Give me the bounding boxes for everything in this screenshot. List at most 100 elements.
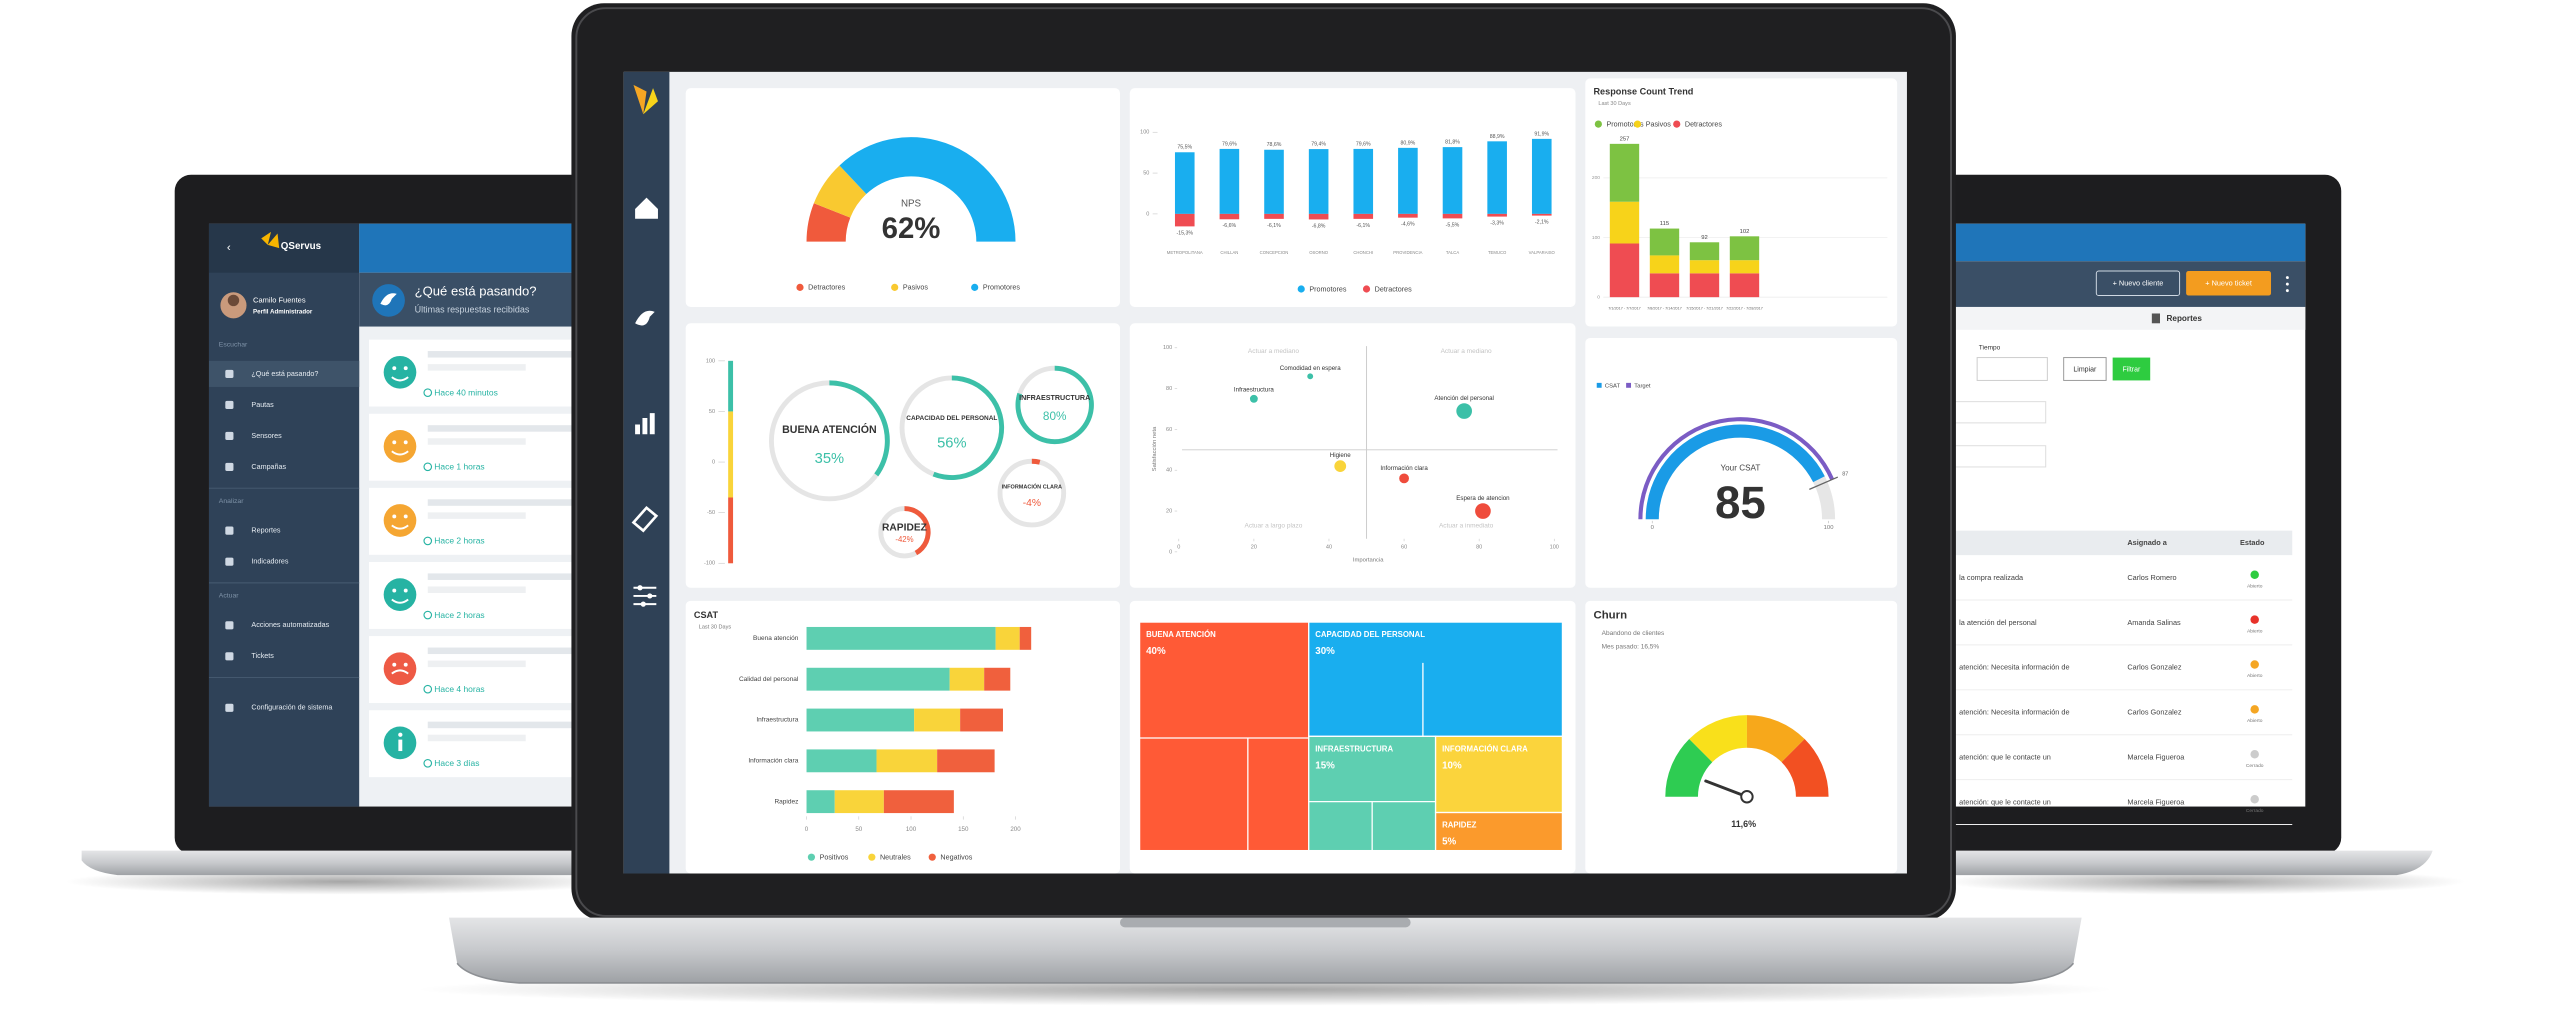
menu-dot[interactable] [2285, 289, 2289, 293]
cell: atención: que le contacte un [1959, 797, 2051, 806]
x-tick-label: 80 [1476, 544, 1482, 550]
point-label: Infraestructura [1234, 387, 1274, 394]
chart-subtitle: Last 30 Days [1598, 101, 1631, 107]
menu-icon [225, 400, 234, 409]
x-tick-label: 0 [805, 826, 809, 833]
menu-item[interactable]: Pautas [251, 401, 274, 409]
y-tick-label: Información clara [748, 758, 798, 765]
ticket-icon[interactable] [631, 505, 659, 533]
placeholder [427, 351, 575, 358]
mood-eye [403, 662, 408, 667]
ring-value: 80% [1043, 410, 1067, 423]
bar [1353, 148, 1374, 214]
x-tick-label: 0 [1177, 544, 1180, 550]
feed-time: Hace 40 minutos [434, 387, 498, 397]
status-label: Abierto [2247, 628, 2263, 634]
point-label: Espera de atencion [1456, 495, 1510, 502]
value-label: 78,6% [1267, 142, 1282, 148]
point-label: Higiene [1330, 452, 1352, 459]
menu-active [208, 360, 360, 387]
value-label: 81,8% [1445, 140, 1460, 146]
x-tick-label: 100 [906, 826, 917, 833]
ring-label: INFRAESTRUCTURA [1019, 394, 1090, 402]
tile-label: BUENA ATENCIÓN [1146, 630, 1216, 639]
feed-time: Hace 4 horas [434, 684, 484, 694]
home-icon[interactable] [635, 197, 658, 219]
value-label: 80,9% [1400, 140, 1415, 146]
chart-title: CSAT [694, 610, 719, 620]
legend-swatch [1596, 382, 1602, 388]
mood-icon [383, 578, 417, 611]
menu-item[interactable]: Tickets [251, 652, 274, 660]
legend-swatch [1362, 285, 1371, 293]
placeholder [427, 647, 575, 655]
menu-item[interactable]: Configuración de sistema [251, 704, 332, 712]
y-tick-label: Buena atención [753, 635, 799, 642]
point [1307, 373, 1314, 380]
value-label: 91,9% [1534, 131, 1549, 137]
input[interactable] [1942, 445, 2047, 468]
notch [1120, 917, 1411, 928]
input[interactable] [1942, 401, 2047, 424]
bar-segment [1649, 228, 1680, 256]
button[interactable] [2186, 271, 2272, 296]
sidebar-header [208, 223, 360, 273]
x-tick-label: 7/22/2017 - 7/28/2017 [1726, 307, 1763, 311]
button[interactable] [2112, 357, 2151, 381]
status-label: Abierto [2247, 718, 2263, 724]
panel [685, 88, 1120, 307]
x-tick-label: CONCEPCION [1260, 250, 1289, 255]
clock-icon [423, 610, 433, 620]
cell: atención: Necesita información de [1959, 708, 2069, 717]
bar [1442, 213, 1463, 219]
menu-icon [225, 703, 234, 712]
legend-label: Detractores [808, 284, 845, 292]
gauge-label: Your CSAT [1720, 464, 1760, 473]
menu-item[interactable]: Reportes [251, 527, 281, 535]
ring-label: RAPIDEZ [882, 522, 927, 533]
x-tick-label: TEMUCO [1488, 250, 1507, 255]
menu-dot[interactable] [2285, 282, 2289, 286]
ring-label: CAPACIDAD DEL PERSONAL [906, 415, 997, 422]
cell: Carlos Gonzalez [2127, 663, 2182, 672]
legend-label: Promotores [1607, 120, 1644, 128]
value-label: -15,3% [1176, 230, 1193, 236]
value-label: -4,6% [1401, 222, 1415, 228]
tile-label: INFRAESTRUCTURA [1315, 744, 1393, 753]
button[interactable] [2063, 357, 2107, 381]
back-icon[interactable]: ‹ [227, 242, 231, 254]
bezel-edge [575, 7, 1952, 917]
clock-icon [423, 388, 433, 397]
y-tick-label: Calidad del personal [739, 676, 799, 683]
sidebar [208, 223, 360, 807]
tick-label: 100 [1824, 525, 1835, 531]
y-tick-label: 100 [1140, 130, 1149, 136]
menu-section: Analizar [219, 498, 244, 505]
y-tick-label: 100 [1163, 345, 1172, 351]
select[interactable] [1976, 357, 2048, 381]
value-label: -6,1% [1356, 223, 1370, 229]
feed-icon[interactable] [635, 310, 655, 326]
button[interactable] [2095, 270, 2181, 297]
menu-dot[interactable] [2285, 276, 2289, 280]
bar [1264, 213, 1284, 219]
bar-segment [806, 667, 950, 691]
chart-icon[interactable] [635, 413, 655, 435]
value-label: 88,9% [1490, 134, 1505, 140]
x-tick-label: 150 [958, 826, 969, 833]
bar [1308, 149, 1329, 214]
menu-item[interactable]: Campañas [251, 463, 286, 471]
filter-label: Tiempo [1979, 344, 2001, 351]
y-tick-label: 50 [1143, 171, 1149, 177]
x-tick-label: 7/15/2017 - 7/21/2017 [1686, 307, 1723, 311]
legend-label: Promotores [1309, 285, 1346, 293]
x-tick-label: PROVIDENCIA [1393, 250, 1422, 255]
menu-item[interactable]: Sensores [251, 432, 282, 440]
base [448, 917, 2082, 983]
mood-eye [403, 514, 408, 519]
mood-eye [403, 366, 408, 371]
menu-item[interactable]: Acciones automatizadas [251, 621, 329, 629]
legend-swatch [1594, 120, 1602, 128]
menu-item[interactable]: Indicadores [251, 558, 288, 566]
menu-item[interactable]: ¿Qué está pasando? [251, 370, 318, 378]
